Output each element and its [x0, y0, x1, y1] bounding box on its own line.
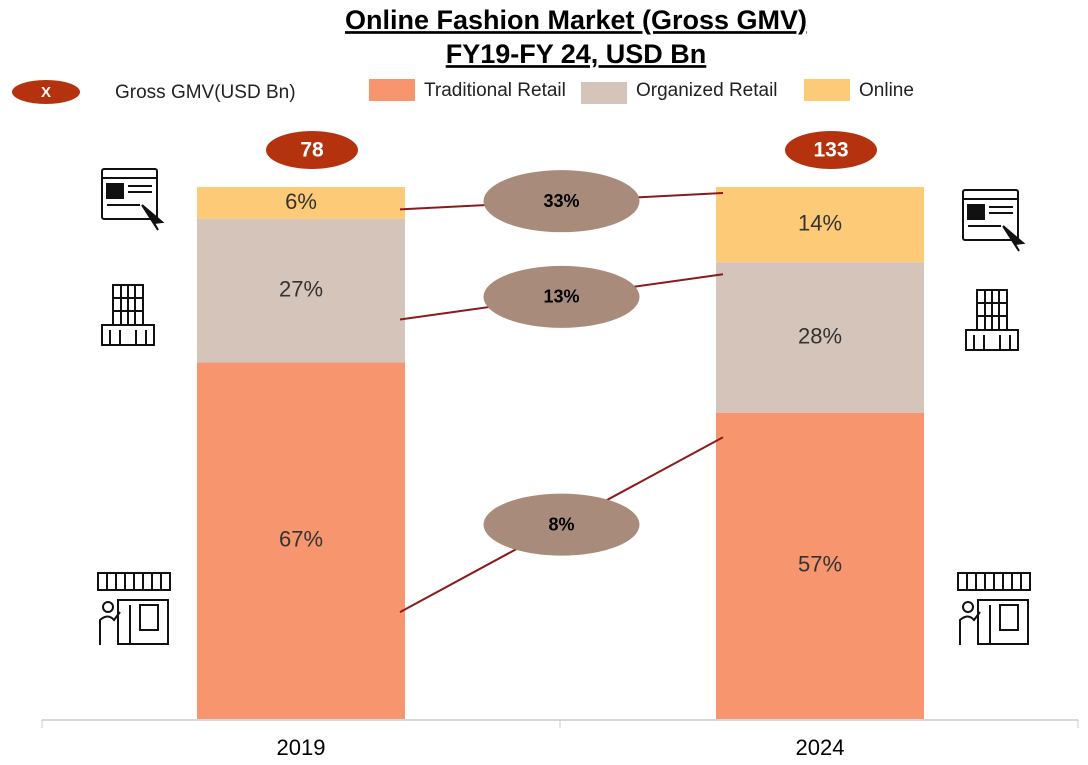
store-icon [97, 572, 171, 645]
growth-label: 8% [548, 514, 574, 534]
chart-title: Online Fashion Market (Gross GMV) [345, 5, 807, 35]
bar-segment [197, 187, 405, 219]
online-icon [962, 189, 1026, 252]
growth-bubble [483, 265, 640, 328]
total-bubble [785, 131, 877, 169]
x-tick-label: 2019 [277, 735, 326, 760]
segment-label: 14% [798, 210, 842, 235]
bar-segment [716, 412, 924, 719]
store-icon [957, 572, 1031, 645]
online-icon [101, 168, 165, 231]
legend-swatch [804, 79, 850, 101]
x-tick-label: 2024 [796, 735, 845, 760]
total-label: 78 [300, 139, 324, 162]
total-label: 133 [813, 139, 848, 162]
bar-segment [197, 362, 405, 719]
growth-bubble [483, 493, 640, 556]
growth-bubble [483, 170, 640, 233]
growth-label: 33% [543, 191, 579, 211]
building-icon [965, 289, 1019, 351]
legend-label: Online [859, 80, 914, 101]
segment-label: 67% [279, 527, 323, 552]
bar-segment [716, 262, 924, 413]
legend-label: Organized Retail [636, 80, 778, 101]
legend-label: Gross GMV(USD Bn) [115, 82, 296, 103]
legend-marker-text: X [41, 84, 51, 101]
total-bubble [266, 131, 358, 169]
legend-swatch [369, 79, 415, 101]
segment-label: 57% [798, 552, 842, 577]
growth-label: 13% [543, 287, 579, 307]
segment-label: 6% [285, 189, 317, 214]
segment-label: 27% [279, 277, 323, 302]
bar-segment [716, 187, 924, 263]
bar-segment [197, 218, 405, 363]
legend-marker [12, 80, 80, 104]
building-icon [101, 284, 155, 346]
legend-swatch [581, 82, 627, 104]
segment-label: 28% [798, 323, 842, 348]
chart-subtitle: FY19-FY 24, USD Bn [446, 39, 707, 69]
legend-label: Traditional Retail [424, 80, 566, 101]
